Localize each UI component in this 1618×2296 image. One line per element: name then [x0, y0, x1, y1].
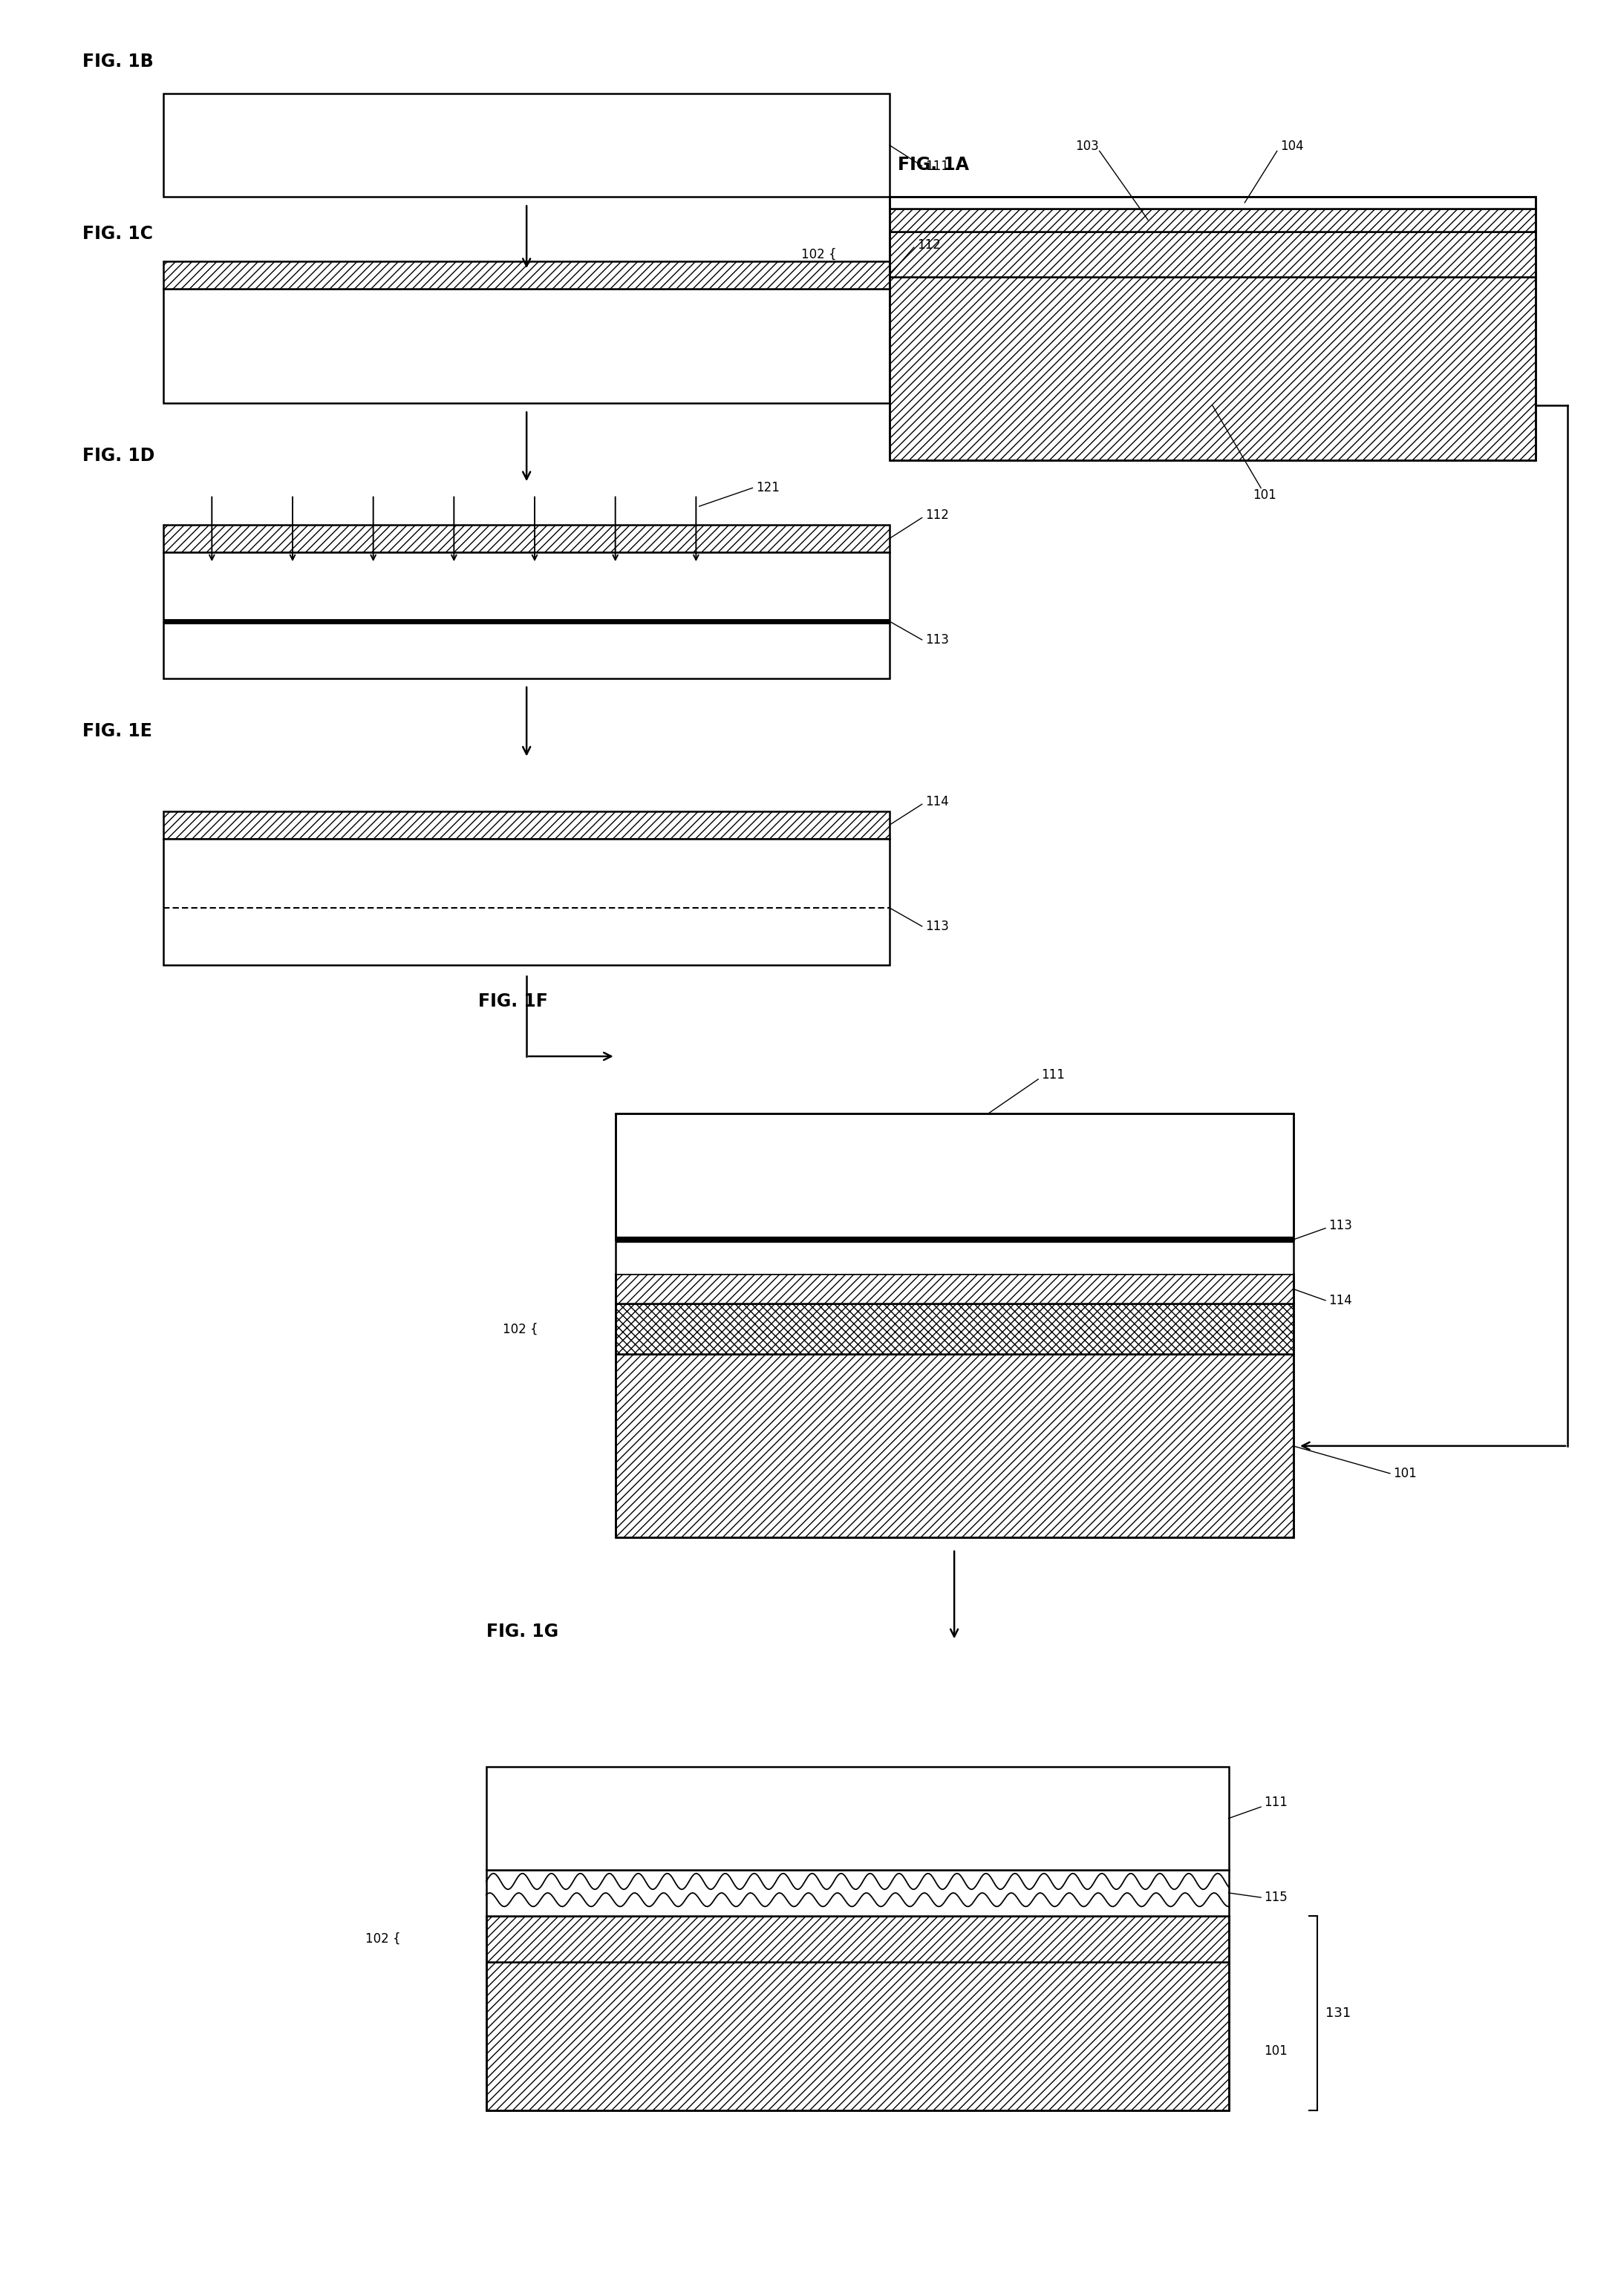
Text: FIG. 1F: FIG. 1F: [479, 992, 549, 1010]
Bar: [487, 1961, 1228, 2110]
Text: 101: 101: [1264, 2043, 1288, 2057]
Text: 101: 101: [1252, 489, 1277, 501]
Bar: [615, 1114, 1293, 1538]
Text: 101: 101: [1393, 1467, 1417, 1481]
Text: 104: 104: [1280, 140, 1304, 154]
Text: 113: 113: [1328, 1219, 1353, 1233]
Text: 114: 114: [1328, 1293, 1353, 1306]
Bar: [487, 1915, 1228, 2110]
Bar: [615, 1114, 1293, 1240]
Bar: [615, 1274, 1293, 1304]
Bar: [890, 209, 1535, 232]
Text: 103: 103: [1076, 140, 1099, 154]
Bar: [615, 1355, 1293, 1538]
Text: 113: 113: [925, 921, 948, 932]
Bar: [163, 810, 890, 838]
Text: FIG. 1B: FIG. 1B: [83, 53, 154, 71]
Bar: [890, 278, 1535, 461]
Bar: [487, 1768, 1228, 1869]
Bar: [487, 1915, 1228, 1961]
Bar: [890, 197, 1535, 461]
Bar: [163, 289, 890, 404]
Text: 131: 131: [1325, 2007, 1351, 2020]
Text: 102 {: 102 {: [801, 248, 837, 262]
Bar: [163, 523, 890, 551]
Bar: [163, 94, 890, 197]
Text: 102 {: 102 {: [366, 1931, 401, 1945]
Bar: [487, 1869, 1228, 1915]
Text: FIG. 1D: FIG. 1D: [83, 448, 155, 466]
Text: 112: 112: [917, 239, 940, 253]
Bar: [890, 232, 1535, 278]
Text: 111: 111: [1042, 1068, 1065, 1081]
Text: 114: 114: [925, 794, 948, 808]
Bar: [615, 1304, 1293, 1355]
Text: 115: 115: [1264, 1892, 1288, 1903]
Text: FIG. 1G: FIG. 1G: [487, 1623, 558, 1642]
Text: FIG. 1E: FIG. 1E: [83, 723, 152, 739]
Bar: [163, 838, 890, 964]
Bar: [615, 1240, 1293, 1274]
Text: 102 {: 102 {: [502, 1322, 537, 1336]
Text: FIG. 1A: FIG. 1A: [898, 156, 969, 174]
Bar: [890, 197, 1535, 209]
Bar: [163, 262, 890, 289]
Bar: [163, 551, 890, 677]
Text: 111: 111: [925, 158, 948, 172]
Text: 113: 113: [925, 634, 948, 647]
Text: 111: 111: [1264, 1795, 1288, 1809]
Text: 112: 112: [925, 510, 948, 521]
Text: 121: 121: [756, 482, 780, 494]
Text: FIG. 1C: FIG. 1C: [83, 225, 154, 243]
